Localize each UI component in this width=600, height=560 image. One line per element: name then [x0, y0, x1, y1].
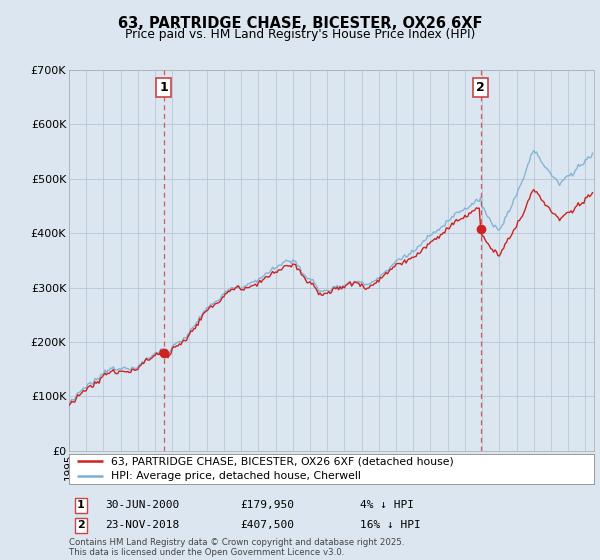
Text: 63, PARTRIDGE CHASE, BICESTER, OX26 6XF: 63, PARTRIDGE CHASE, BICESTER, OX26 6XF — [118, 16, 482, 31]
Text: Contains HM Land Registry data © Crown copyright and database right 2025.
This d: Contains HM Land Registry data © Crown c… — [69, 538, 404, 557]
Text: 1: 1 — [159, 81, 168, 94]
Text: 2: 2 — [476, 81, 485, 94]
Text: 63, PARTRIDGE CHASE, BICESTER, OX26 6XF (detached house): 63, PARTRIDGE CHASE, BICESTER, OX26 6XF … — [111, 456, 454, 466]
Text: 23-NOV-2018: 23-NOV-2018 — [105, 520, 179, 530]
Text: £179,950: £179,950 — [240, 500, 294, 510]
Text: Price paid vs. HM Land Registry's House Price Index (HPI): Price paid vs. HM Land Registry's House … — [125, 28, 475, 41]
Text: £407,500: £407,500 — [240, 520, 294, 530]
Text: HPI: Average price, detached house, Cherwell: HPI: Average price, detached house, Cher… — [111, 471, 361, 481]
Text: 30-JUN-2000: 30-JUN-2000 — [105, 500, 179, 510]
Text: 16% ↓ HPI: 16% ↓ HPI — [360, 520, 421, 530]
Text: 4% ↓ HPI: 4% ↓ HPI — [360, 500, 414, 510]
Text: 2: 2 — [77, 520, 85, 530]
Text: 1: 1 — [77, 500, 85, 510]
